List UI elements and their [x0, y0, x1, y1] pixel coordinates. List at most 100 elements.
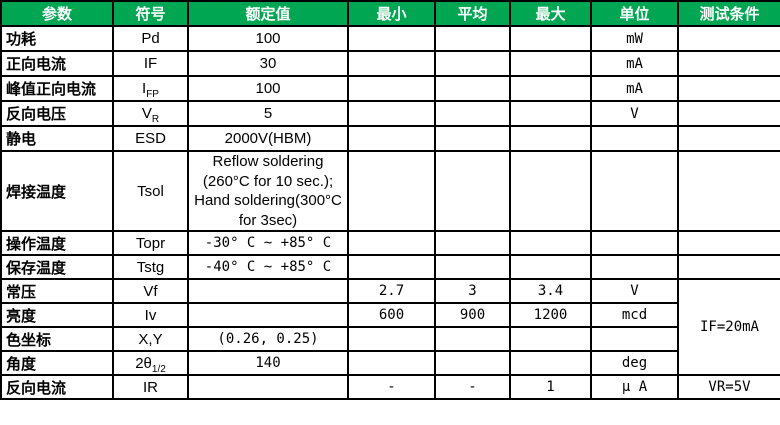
param-cell: 焊接温度 — [0, 150, 114, 232]
table-row: 保存温度 Tstg -40° C ~ +85° C — [0, 254, 780, 280]
max-cell — [509, 230, 592, 256]
rated-cell: 5 — [187, 100, 349, 127]
param-cell: 反向电压 — [0, 100, 114, 127]
min-cell — [347, 150, 436, 232]
avg-cell — [434, 75, 511, 102]
symbol-cell: Pd — [112, 25, 189, 52]
header-test: 测试条件 — [677, 0, 780, 27]
symbol-main: Vf — [143, 282, 158, 300]
param-cell: 正向电流 — [0, 50, 114, 77]
table-row: 静电 ESD 2000V(HBM) — [0, 125, 780, 152]
avg-cell — [434, 150, 511, 232]
table-row: 常压 Vf 2.7 3 3.4 V IF=20mA — [0, 278, 780, 376]
symbol-cell: IR — [112, 374, 189, 400]
symbol-main: Iv — [144, 306, 157, 324]
max-cell — [509, 75, 592, 102]
header-row: 参数 符号 额定值 最小 平均 最大 单位 测试条件 — [0, 0, 780, 27]
rated-cell: 100 — [187, 75, 349, 102]
spec-table: 参数 符号 额定值 最小 平均 最大 单位 测试条件 功耗 Pd 100 mW … — [0, 0, 780, 400]
param-cell: 功耗 — [0, 25, 114, 52]
header-avg: 平均 — [434, 0, 511, 27]
symbol-cell: Iv — [112, 302, 189, 328]
param-cell: 反向电流 — [0, 374, 114, 400]
min-cell — [347, 326, 436, 352]
unit-cell: μ A — [590, 374, 679, 400]
max-cell — [509, 150, 592, 232]
table-row: 正向电流 IF 30 mA — [0, 50, 780, 77]
unit-cell: mcd — [590, 302, 679, 328]
symbol-cell: 2θ1/2 — [112, 350, 189, 376]
symbol-cell: Vf — [112, 278, 189, 304]
symbol-cell: Topr — [112, 230, 189, 256]
symbol-main: I — [142, 80, 147, 97]
header-max: 最大 — [509, 0, 592, 27]
max-cell: 1200 — [509, 302, 592, 328]
unit-cell — [590, 254, 679, 280]
min-cell: - — [347, 374, 436, 400]
unit-cell: V — [590, 278, 679, 304]
avg-cell: 3 — [434, 278, 511, 304]
test-cell — [677, 25, 780, 52]
symbol-main: 2θ — [135, 354, 152, 372]
avg-cell — [434, 100, 511, 127]
header-param: 参数 — [0, 0, 114, 27]
symbol-sub: FP — [146, 89, 159, 100]
test-cell — [677, 75, 780, 102]
max-cell: 1 — [509, 374, 592, 400]
symbol-main: IR — [143, 378, 158, 396]
header-unit: 单位 — [590, 0, 679, 27]
symbol-main: Tsol — [137, 182, 164, 200]
rated-cell: (0.26, 0.25) — [187, 326, 349, 352]
symbol-cell: ESD — [112, 125, 189, 152]
symbol-main: Topr — [135, 234, 166, 252]
table-row: 反向电流 IR - - 1 μ A VR=5V — [0, 374, 780, 400]
min-cell: 600 — [347, 302, 436, 328]
avg-cell — [434, 50, 511, 77]
param-cell: 色坐标 — [0, 326, 114, 352]
table-row: 操作温度 Topr -30° C ~ +85° C — [0, 230, 780, 256]
table-row: 亮度 Iv 600 900 1200 mcd — [0, 302, 780, 328]
rated-cell: 30 — [187, 50, 349, 77]
symbol-cell: IFP — [112, 75, 189, 102]
symbol-sub: 1/2 — [151, 363, 166, 375]
unit-cell: mA — [590, 75, 679, 102]
unit-cell — [590, 125, 679, 152]
avg-cell — [434, 254, 511, 280]
table-row: 峰值正向电流 IFP 100 mA — [0, 75, 780, 102]
test-cell — [677, 100, 780, 127]
min-cell — [347, 350, 436, 376]
header-symbol: 符号 — [112, 0, 189, 27]
unit-cell: mW — [590, 25, 679, 52]
max-cell — [509, 254, 592, 280]
symbol-main: X,Y — [138, 330, 163, 348]
param-cell: 峰值正向电流 — [0, 75, 114, 102]
min-cell — [347, 100, 436, 127]
avg-cell — [434, 125, 511, 152]
symbol-cell: Tsol — [112, 150, 189, 232]
unit-cell: V — [590, 100, 679, 127]
rated-cell: Reflow soldering (260°C for 10 sec.); Ha… — [187, 150, 349, 232]
unit-cell: mA — [590, 50, 679, 77]
test-cell: VR=5V — [677, 374, 780, 400]
table-row: 反向电压 VR 5 V — [0, 100, 780, 127]
param-cell: 常压 — [0, 278, 114, 304]
param-cell: 角度 — [0, 350, 114, 376]
table-row: 焊接温度 Tsol Reflow soldering (260°C for 10… — [0, 150, 780, 232]
max-cell — [509, 350, 592, 376]
min-cell — [347, 125, 436, 152]
table-row: 角度 2θ1/2 140 deg — [0, 350, 780, 376]
header-rated: 额定值 — [187, 0, 349, 27]
rated-cell: -40° C ~ +85° C — [187, 254, 349, 280]
symbol-cell: X,Y — [112, 326, 189, 352]
symbol-main: Pd — [141, 30, 160, 47]
rated-cell: 140 — [187, 350, 349, 376]
min-cell — [347, 75, 436, 102]
avg-cell: - — [434, 374, 511, 400]
test-cell — [677, 150, 780, 232]
test-cell — [677, 254, 780, 280]
avg-cell: 900 — [434, 302, 511, 328]
avg-cell — [434, 230, 511, 256]
param-cell: 静电 — [0, 125, 114, 152]
symbol-cell: VR — [112, 100, 189, 127]
rated-cell — [187, 278, 349, 304]
